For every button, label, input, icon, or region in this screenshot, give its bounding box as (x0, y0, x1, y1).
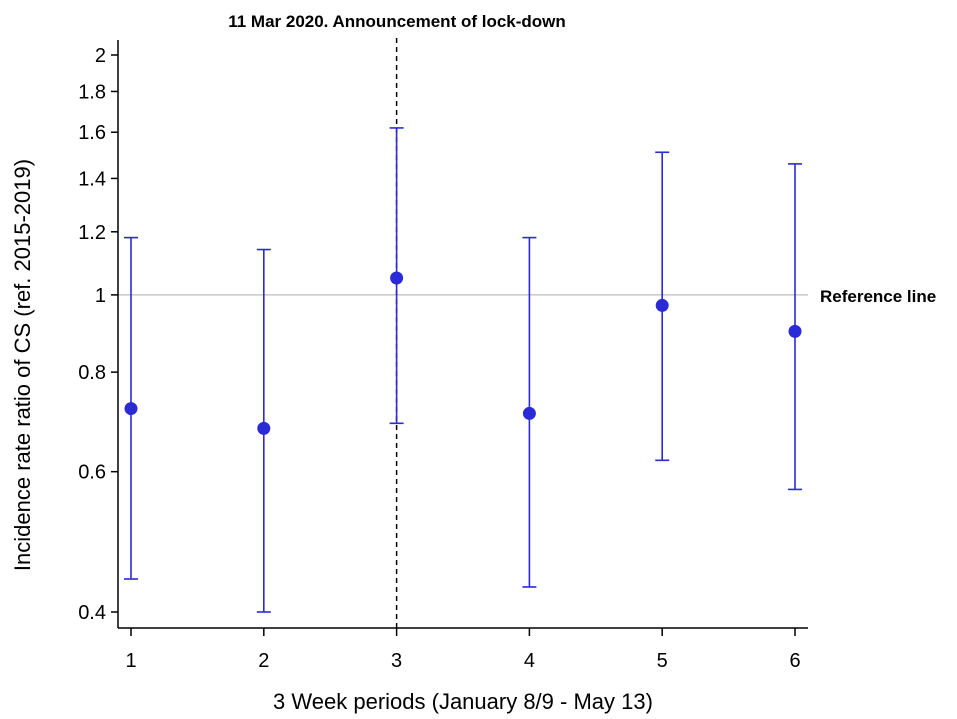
x-tick-label: 5 (657, 650, 668, 672)
y-tick-label: 2 (95, 45, 106, 67)
y-tick-label: 1.4 (78, 168, 106, 190)
point-estimate (522, 406, 536, 420)
axes-layer: 0.4 0.6 0.8 1 1.2 1.4 1.6 1.8 2 1 2 3 4 5 6 (78, 40, 808, 672)
x-tick-label: 6 (789, 650, 800, 672)
x-tick-label: 4 (524, 650, 535, 672)
x-tick-label: 1 (125, 650, 136, 672)
y-tick-label: 0.8 (78, 362, 106, 384)
x-tick-label: 2 (258, 650, 269, 672)
y-tick-label: 1.8 (78, 81, 106, 103)
y-tick-label: 1 (95, 285, 106, 307)
x-tick-label: 3 (391, 650, 402, 672)
point-estimate (390, 271, 404, 285)
reference-line-label: Reference line (820, 287, 936, 306)
point-estimate (655, 298, 669, 312)
y-tick-label: 0.4 (78, 602, 106, 624)
y-tick-label: 1.6 (78, 122, 106, 144)
x-axis-title: 3 Week periods (January 8/9 - May 13) (273, 689, 653, 714)
point-estimate (257, 421, 271, 435)
y-axis-title: Incidence rate ratio of CS (ref. 2015-20… (10, 159, 35, 571)
point-estimate (124, 402, 138, 416)
y-tick-label: 0.6 (78, 462, 106, 484)
marks-layer (124, 127, 802, 613)
event-annotation: 11 Mar 2020. Announcement of lock-down (228, 12, 566, 31)
y-tick-label: 1.2 (78, 222, 106, 244)
point-estimate (788, 324, 802, 338)
